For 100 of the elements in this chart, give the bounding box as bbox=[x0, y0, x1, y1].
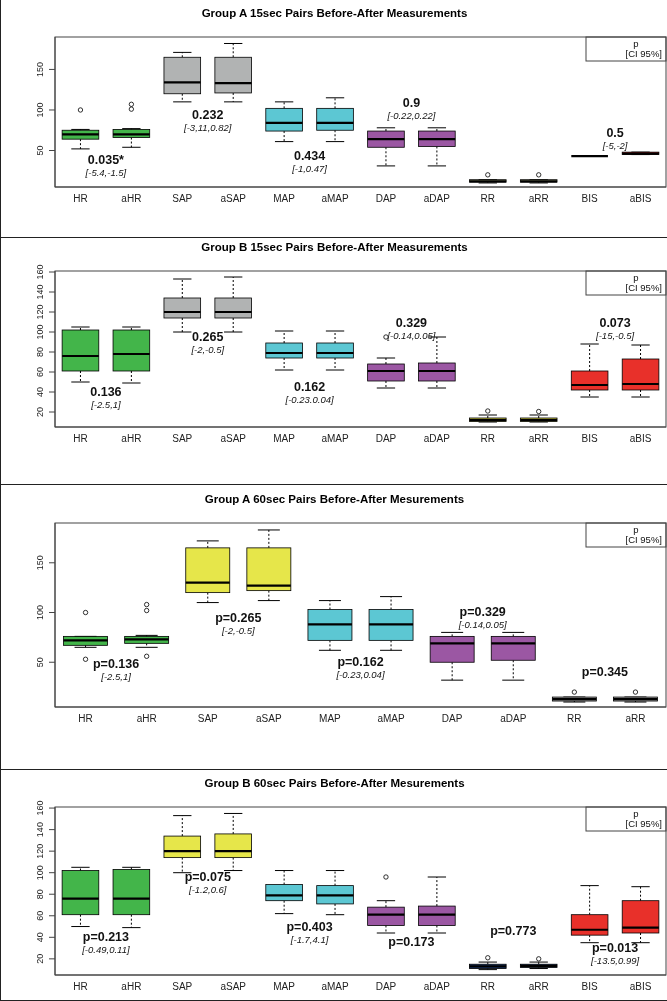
y-tick-label: 50 bbox=[35, 145, 45, 156]
y-tick-label: 80 bbox=[35, 889, 45, 900]
x-tick-label: aMAP bbox=[321, 981, 349, 993]
annotation: 0.162 [-0.23.0.04] bbox=[284, 380, 334, 406]
y-tick-label: 80 bbox=[35, 346, 45, 358]
x-tick-label: BIS bbox=[581, 981, 599, 993]
y-tick-label: 140 bbox=[35, 822, 45, 838]
x-tick-label: aMAP bbox=[377, 713, 405, 725]
x-tick-label: aSAP bbox=[220, 981, 247, 993]
x-tick-label: RR bbox=[480, 193, 496, 205]
chart-title: Group B 60sec Pairs Before-After Mesurements bbox=[203, 777, 466, 789]
x-tick-label: aBIS bbox=[629, 193, 652, 205]
annotation: 0.035* [-5.4,-1.5] bbox=[84, 153, 127, 179]
annotation: p=0.162 [-0.23,0.04] bbox=[335, 655, 385, 681]
y-tick-label: 120 bbox=[35, 843, 45, 859]
x-tick-label: aBIS bbox=[629, 981, 652, 993]
x-tick-label: aDAP bbox=[423, 193, 451, 205]
x-tick-label: DAP bbox=[375, 433, 397, 445]
x-tick-label: aDAP bbox=[500, 713, 527, 725]
annotation: p=0.013 [-13.5,0.99] bbox=[590, 941, 640, 967]
annotation: p [CI 95%] bbox=[625, 808, 662, 829]
note-box: p [CI 95%] bbox=[585, 806, 667, 832]
x-tick-label: SAP bbox=[172, 433, 193, 445]
chart-title: Group B 15sec Pairs Before-After Measurements bbox=[200, 241, 469, 253]
x-tick-label: aDAP bbox=[423, 433, 451, 445]
x-tick-label: MAP bbox=[273, 193, 296, 205]
x-tick-label: HR bbox=[78, 713, 93, 725]
x-tick-label: aMAP bbox=[321, 433, 349, 445]
x-tick-label: MAP bbox=[319, 713, 342, 725]
x-tick-label: SAP bbox=[172, 981, 193, 993]
y-tick-label: 120 bbox=[35, 304, 45, 320]
y-tick-label: 20 bbox=[35, 406, 45, 418]
x-tick-label: DAP bbox=[375, 193, 397, 205]
x-tick-label: aSAP bbox=[220, 433, 247, 445]
annotation: p=0.075 [-1.2,0.6] bbox=[184, 870, 231, 896]
y-tick-label: 160 bbox=[35, 264, 45, 280]
x-tick-label: HR bbox=[73, 193, 88, 205]
x-tick-label: HR bbox=[73, 433, 88, 445]
x-tick-label: aSAP bbox=[220, 193, 247, 205]
note-box: p [CI 95%] bbox=[585, 270, 667, 296]
x-tick-label: aMAP bbox=[321, 193, 349, 205]
y-tick-label: 100 bbox=[35, 324, 45, 340]
x-tick-label: MAP bbox=[273, 981, 296, 993]
annotation: 0.9 [-0.22,0.22] bbox=[386, 96, 436, 122]
x-tick-label: aHR bbox=[136, 713, 157, 725]
x-tick-label: DAP bbox=[375, 981, 397, 993]
x-tick-label: RR bbox=[480, 981, 496, 993]
x-tick-label: aRR bbox=[528, 981, 549, 993]
y-tick-label: 140 bbox=[35, 284, 45, 300]
chart-title: Group A 15sec Pairs Before-After Measurements bbox=[200, 7, 469, 19]
annotation: 0.265 [-2,-0.5] bbox=[190, 329, 225, 355]
y-tick-label: 60 bbox=[35, 910, 45, 921]
x-tick-label: aBIS bbox=[629, 433, 652, 445]
annotation: p=0.403 [-1.7,4.1] bbox=[286, 919, 333, 945]
x-tick-label: RR bbox=[567, 713, 582, 725]
annotation: 0.232 [-3,11,0.82] bbox=[183, 107, 232, 133]
x-tick-label: BIS bbox=[581, 433, 599, 445]
annotation: p=0.345 bbox=[581, 665, 629, 680]
annotation: p=0.773 bbox=[490, 923, 537, 938]
x-tick-label: RR bbox=[480, 433, 496, 445]
y-tick-label: 100 bbox=[35, 865, 45, 881]
annotation: p=0.265 [-2,-0.5] bbox=[215, 610, 262, 636]
annotation: 0.434 [-1,0.47] bbox=[291, 149, 328, 175]
annotation: 0.073 [-15,-0.5] bbox=[595, 315, 635, 341]
x-tick-label: SAP bbox=[172, 193, 193, 205]
annotation: p=0.329 [-0.14,0.05] bbox=[457, 604, 508, 630]
note-box: p [CI 95%] bbox=[585, 36, 667, 62]
x-tick-label: DAP bbox=[441, 713, 463, 725]
x-tick-label: aHR bbox=[121, 981, 142, 993]
x-tick-label: MAP bbox=[273, 433, 296, 445]
x-tick-label: aHR bbox=[121, 433, 142, 445]
x-tick-label: aHR bbox=[121, 193, 142, 205]
annotation: 0.329 [-0.14,0.05] bbox=[386, 315, 436, 341]
y-tick-label: 150 bbox=[35, 555, 45, 571]
chart-title: Group A 60sec Pairs Before-After Mesurements bbox=[203, 493, 466, 505]
y-tick-label: 20 bbox=[35, 953, 45, 964]
y-tick-label: 160 bbox=[35, 800, 45, 816]
x-tick-label: aSAP bbox=[256, 713, 282, 725]
note-box: p [CI 95%] bbox=[585, 522, 667, 548]
annotation: p [CI 95%] bbox=[625, 38, 662, 59]
y-tick-label: 100 bbox=[35, 102, 45, 118]
annotation: p [CI 95%] bbox=[625, 524, 662, 545]
y-tick-label: 100 bbox=[35, 605, 45, 621]
y-tick-label: 40 bbox=[35, 386, 45, 398]
x-tick-label: SAP bbox=[197, 713, 219, 725]
y-tick-label: 50 bbox=[35, 657, 45, 668]
annotation: p=0.173 bbox=[388, 934, 435, 949]
x-tick-label: HR bbox=[73, 981, 88, 993]
x-tick-label: aRR bbox=[528, 433, 549, 445]
y-tick-label: 60 bbox=[35, 366, 45, 378]
x-tick-label: BIS bbox=[581, 193, 599, 205]
x-tick-label: aRR bbox=[528, 193, 549, 205]
annotation: p [CI 95%] bbox=[625, 272, 662, 293]
annotation: p=0.213 [-0.49,0.11] bbox=[81, 930, 130, 956]
x-tick-label: aDAP bbox=[423, 981, 451, 993]
y-tick-label: 150 bbox=[35, 61, 45, 77]
x-tick-label: aRR bbox=[625, 713, 646, 725]
annotation: p=0.136 [-2.5,1] bbox=[92, 657, 140, 683]
y-tick-label: 40 bbox=[35, 932, 45, 943]
annotation: 0.5 [-5,-2] bbox=[601, 126, 628, 151]
